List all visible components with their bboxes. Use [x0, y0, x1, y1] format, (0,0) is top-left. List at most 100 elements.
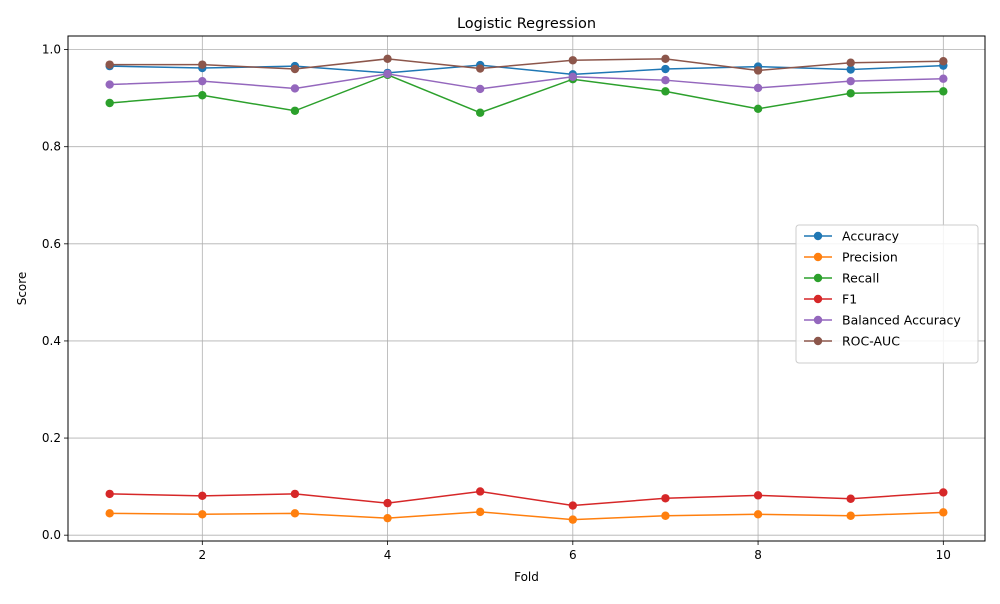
series-f1 [105, 487, 948, 510]
y-tick-label: 0.8 [42, 140, 61, 154]
series-layer [105, 54, 948, 524]
data-point [198, 60, 207, 69]
series-roc-auc [105, 54, 948, 75]
legend-item: Accuracy [804, 229, 900, 244]
y-tick-label: 0.6 [42, 237, 61, 251]
data-point [105, 98, 114, 108]
legend-item: Precision [804, 250, 898, 265]
data-point [661, 511, 670, 520]
data-point [939, 87, 948, 96]
data-point [290, 106, 300, 115]
data-point [568, 56, 578, 65]
series-balanced-accuracy [105, 69, 948, 94]
legend-swatch-marker [813, 294, 823, 304]
data-point [475, 507, 485, 517]
x-axis-label: Fold [514, 570, 539, 584]
data-point [198, 91, 207, 100]
series-line [109, 58, 944, 72]
data-point [846, 76, 855, 86]
legend-item: Recall [804, 271, 879, 286]
data-point [105, 80, 114, 89]
data-point [846, 511, 855, 520]
data-point [846, 89, 855, 98]
legend-label: Accuracy [842, 229, 900, 244]
series-accuracy [105, 60, 948, 79]
data-point [198, 76, 207, 86]
data-point [846, 65, 855, 74]
data-point [475, 84, 485, 94]
legend-box [795, 224, 979, 364]
x-tick-label: 8 [754, 548, 762, 562]
data-point [290, 509, 300, 518]
data-point [475, 108, 485, 117]
data-point [383, 498, 392, 508]
data-point [105, 489, 114, 499]
plot-frame [67, 35, 986, 542]
chart-title: Logistic Regression [457, 16, 596, 32]
data-point [939, 508, 948, 517]
data-point [105, 60, 114, 69]
x-tick-label: 2 [198, 548, 206, 562]
legend-swatch-marker [813, 252, 823, 262]
series-line [109, 74, 944, 114]
legend-label: F1 [842, 292, 857, 307]
legend-label: ROC-AUC [842, 334, 900, 349]
legend-item: F1 [804, 292, 857, 307]
data-point [661, 494, 670, 503]
data-point [290, 84, 300, 93]
data-point [290, 64, 300, 74]
data-point [198, 510, 207, 519]
data-point [661, 64, 670, 74]
data-point [105, 509, 114, 518]
data-point [661, 75, 670, 85]
data-point [753, 66, 763, 75]
data-point [661, 87, 670, 96]
y-axis-label: Score [15, 272, 29, 306]
data-point [568, 72, 578, 81]
series-line [109, 511, 944, 521]
data-point [198, 491, 207, 501]
legend-swatch-marker [813, 336, 823, 346]
legend-item: ROC-AUC [804, 334, 900, 349]
data-point [753, 104, 763, 114]
data-point [846, 494, 855, 503]
y-tick-label: 0.4 [42, 334, 61, 348]
data-point [383, 69, 392, 79]
data-point [939, 488, 948, 497]
data-point [753, 83, 763, 93]
data-point [568, 501, 578, 510]
legend-label: Balanced Accuracy [842, 313, 961, 328]
legend-label: Recall [842, 271, 879, 286]
data-point [475, 64, 485, 73]
data-point [383, 54, 392, 64]
legend-label: Precision [842, 250, 898, 265]
data-point [383, 513, 392, 523]
x-tick-label: 4 [384, 548, 392, 562]
legend-swatch-marker [813, 273, 823, 283]
series-line [109, 73, 944, 90]
data-point [753, 491, 763, 500]
series-recall [105, 70, 948, 117]
data-point [475, 487, 485, 496]
x-tick-label: 10 [936, 548, 951, 562]
y-tick-label: 0.0 [42, 528, 61, 542]
data-point [846, 58, 855, 67]
legend: Accuracy Precision Recall F1 Balanced Accura… [795, 224, 979, 364]
legend-swatch-marker [813, 231, 823, 241]
data-point [290, 489, 300, 499]
data-point [939, 74, 948, 83]
data-point [568, 515, 578, 524]
series-precision [105, 507, 948, 524]
x-tick-label: 6 [569, 548, 577, 562]
series-line [109, 490, 944, 507]
data-point [661, 54, 670, 64]
tick-layer: 2 4 6 8 10 0.0 0.2 0.4 0.6 0.8 1.0 [42, 43, 951, 562]
y-tick-label: 0.2 [42, 431, 61, 445]
legend-swatch-marker [813, 315, 823, 325]
data-point [939, 57, 948, 66]
legend-item: Balanced Accuracy [804, 313, 961, 328]
data-point [753, 510, 763, 519]
y-tick-label: 1.0 [42, 43, 61, 57]
